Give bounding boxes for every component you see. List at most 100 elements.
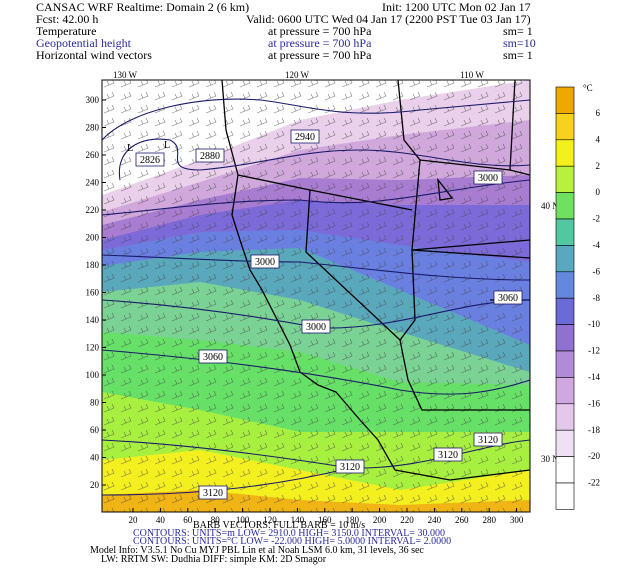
footer-line: CONTOURS: UNITS=m LOW= 2910.0 HIGH= 3150… [133,528,445,539]
colorbar-swatch [555,86,575,114]
colorbar-swatch [555,429,575,457]
contour-label: 2880 [195,148,225,163]
colorbar: 6 4 2 0 -2 -4 -6 -8 -10 -12 -14 -16 -18 -20 -22 [555,86,601,510]
map-area: L 2826 L 2880 2940 3000 3000 3060 3000 3060 3120 31… [102,80,530,512]
contour-label: 3120 [433,447,463,462]
x-axis-label: 100 [236,515,250,525]
y-axis-label: 100 [86,370,100,380]
label-box [198,349,228,364]
contour-value: L [164,140,170,151]
contour-value: 2880 [200,151,220,162]
colorbar-swatch [555,245,575,273]
y-axis-label: 120 [86,343,100,353]
latitude-label: 30 N [541,454,559,464]
contour-label: 3000 [473,170,503,185]
field-level: at pressure = 700 hPa [268,48,372,62]
contour-label: 3000 [301,319,331,334]
x-axis-label: 140 [291,515,305,525]
y-axis-label: 260 [86,150,100,160]
init: Init: 1200 UTC Mon 02 Jan 17 [382,0,531,14]
contour-label: 3120 [335,459,365,474]
x-axis-label: 160 [318,515,332,525]
contour-value: 2940 [295,132,315,143]
contour-value: 3000 [306,322,326,333]
y-axis-label: 60 [90,425,100,435]
longitude-label: 110 W [460,70,484,80]
field-smooth: sm= 1 [503,24,533,38]
colorbar-label: -6 [593,266,601,276]
contour-label: 2826 [135,152,165,167]
contour-label: 3000 [250,254,280,269]
label-box [473,432,503,447]
field-smooth: sm= 1 [503,48,533,62]
y-axis-label: 200 [86,233,100,243]
field-list: Temperature at pressure = 700 hPa sm= 1 Geo… [36,24,536,62]
x-axis-label: 60 [183,515,193,525]
valid: Valid: 0600 UTC Wed 04 Jan 17 (2200 PST … [246,12,531,26]
y-axis-label: 240 [86,178,100,188]
map-frame [101,79,531,513]
contour-value: 3000 [478,173,498,184]
colorbar-label: -14 [588,372,600,382]
colorbar-label: -4 [593,240,601,250]
colorbar-swatch [555,113,575,141]
contour-value: 3000 [255,257,275,268]
x-axis-label: 180 [345,515,359,525]
x-axis-label: 260 [455,515,469,525]
y-axis-label: 80 [90,398,100,408]
field-level: at pressure = 700 hPa [268,36,372,50]
colorbar-label: 6 [596,108,601,118]
label-box [290,129,320,144]
field-name: Temperature [36,24,96,38]
colorbar-swatch [555,139,575,167]
x-axis-label: 220 [400,515,414,525]
contour-label: L [127,143,133,154]
footer-line: LW: RRTM SW: Dudhia DIFF: simple KM: 2D … [101,554,327,565]
y-axis-label: 20 [90,480,100,490]
colorbar-label: -2 [593,214,601,224]
longitude-label: 130 W [113,70,138,80]
y-axis-label: 280 [86,123,100,133]
x-axis-label: 80 [211,515,221,525]
footer-line: Model Info: V3.5.1 No Cu MYJ PBL Lin et … [90,545,424,556]
contour-label: 3120 [198,485,228,500]
label-box [198,485,228,500]
label-box [135,152,165,167]
x-axis-label: 40 [156,515,166,525]
label-box [301,319,331,334]
contour-value: 3120 [478,435,498,446]
footer-line: CONTOURS: UNITS=°C LOW= -22.000 HIGH= 5.… [133,536,451,547]
field-smooth: sm=10 [503,36,536,50]
colorbar-swatch [555,297,575,325]
x-axis-label: 240 [428,515,442,525]
contour-label: 3120 [473,432,503,447]
y-axis-label: 160 [86,288,100,298]
contour-label: 2940 [290,129,320,144]
contour-value: 3120 [203,488,223,499]
x-axis-label: 280 [482,515,496,525]
colorbar-label: 4 [596,134,601,144]
contour-value: 2826 [140,155,160,166]
contour-value: 3060 [203,352,223,363]
footer: BARB VECTORS: FULL BARB = 10 m/sCONTOURS… [90,520,451,565]
colorbar-unit: °C [583,83,593,93]
longitude-label: 120 W [285,70,310,80]
colorbar-label: 0 [596,187,601,197]
label-box [335,459,365,474]
colorbar-label: -10 [588,319,600,329]
colorbar-swatch [555,403,575,431]
footer-line: BARB VECTORS: FULL BARB = 10 m/s [193,520,365,531]
colorbar-swatch [555,456,575,484]
colorbar-swatch [555,350,575,378]
field-name: Horizontal wind vectors [36,48,152,62]
colorbar-label: -12 [588,346,600,356]
title: CANSAC WRF Realtime: Domain 2 (6 km) [36,0,249,14]
colorbar-label: -20 [588,451,600,461]
y-axis-label: 220 [86,205,100,215]
contour-label: L [164,140,170,151]
fcst: Fcst: 42.00 h [36,12,98,26]
boundaries [221,80,530,481]
colorbar-label: -8 [593,293,601,303]
x-axis-label: 200 [373,515,387,525]
